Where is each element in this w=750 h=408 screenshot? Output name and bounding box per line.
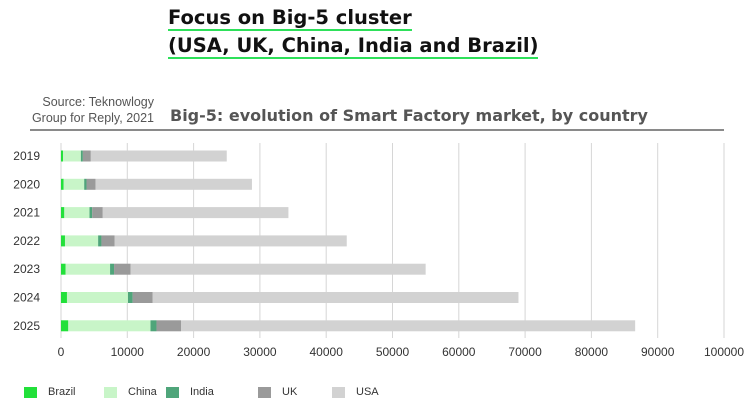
legend-label: India xyxy=(190,386,214,398)
y-category-label: 2023 xyxy=(13,262,40,276)
y-category-label: 2025 xyxy=(13,319,40,333)
legend-item-india: India xyxy=(166,386,214,398)
bar-usa-2024 xyxy=(152,292,519,303)
bar-usa-2021 xyxy=(102,207,289,219)
bar-brazil-2022 xyxy=(61,235,65,247)
bar-china-2022 xyxy=(64,235,99,247)
bar-usa-2020 xyxy=(95,178,252,190)
bar-usa-2025 xyxy=(181,320,636,332)
legend-label: USA xyxy=(356,386,379,398)
bar-uk-2021 xyxy=(92,207,103,219)
bar-uk-2024 xyxy=(132,292,153,303)
x-tick-label: 50000 xyxy=(376,345,410,359)
headline-line-2: (USA, UK, China, India and Brazil) xyxy=(168,32,539,60)
chart-title: Big-5: evolution of Smart Factory market… xyxy=(170,106,648,125)
legend-swatch xyxy=(258,386,271,398)
bar-brazil-2023 xyxy=(61,263,66,275)
y-category-label: 2022 xyxy=(13,234,40,248)
legend-item-brazil: Brazil xyxy=(24,386,76,398)
y-category-label: 2020 xyxy=(13,177,40,191)
bar-china-2020 xyxy=(63,178,85,190)
legend-item-usa: USA xyxy=(332,386,379,398)
y-category-label: 2019 xyxy=(13,149,40,163)
title-divider xyxy=(30,129,724,131)
bar-india-2019 xyxy=(80,150,83,162)
bar-india-2022 xyxy=(98,235,102,247)
headline-line-2-text: (USA, UK, China, India and Brazil) xyxy=(168,34,539,59)
legend-swatch xyxy=(24,386,37,398)
bar-india-2025 xyxy=(150,320,157,332)
headline-line-1-text: Focus on Big-5 cluster xyxy=(168,6,412,31)
bar-brazil-2019 xyxy=(61,150,63,162)
x-tick-label: 90000 xyxy=(641,345,675,359)
legend-swatch xyxy=(104,386,117,398)
source-line-1: Source: Teknowlogy xyxy=(42,95,154,109)
bar-china-2021 xyxy=(64,207,90,219)
source-line-2: Group for Reply, 2021 xyxy=(31,111,154,125)
bar-uk-2023 xyxy=(114,263,131,275)
x-tick-label: 70000 xyxy=(508,345,542,359)
bar-brazil-2025 xyxy=(61,320,69,332)
headline-line-1: Focus on Big-5 cluster xyxy=(168,4,538,32)
legend-item-uk: UK xyxy=(258,386,297,398)
y-category-label: 2021 xyxy=(13,206,40,220)
headline: Focus on Big-5 cluster (USA, UK, China, … xyxy=(168,4,539,60)
legend-label: Brazil xyxy=(48,386,76,398)
legend-label: UK xyxy=(282,386,298,398)
bar-china-2024 xyxy=(66,292,128,303)
x-tick-label: 20000 xyxy=(177,345,211,359)
x-tick-label: 100000 xyxy=(704,345,744,359)
bar-brazil-2020 xyxy=(61,178,64,190)
bar-china-2025 xyxy=(68,320,151,332)
x-tick-label: 80000 xyxy=(575,345,609,359)
legend-swatch xyxy=(166,386,179,398)
bar-uk-2019 xyxy=(82,150,91,162)
bar-usa-2023 xyxy=(130,263,426,275)
bar-india-2024 xyxy=(127,292,133,303)
legend-item-china: China xyxy=(104,386,157,398)
bar-brazil-2024 xyxy=(61,292,67,303)
bar-china-2019 xyxy=(62,150,81,162)
source-note: Source: Teknowlogy Group for Reply, 2021 xyxy=(22,94,154,126)
legend-label: China xyxy=(128,386,157,398)
x-tick-label: 0 xyxy=(58,345,65,359)
bar-usa-2022 xyxy=(114,235,347,247)
bar-india-2023 xyxy=(110,263,115,275)
legend-swatch xyxy=(332,386,345,398)
bar-uk-2022 xyxy=(101,235,115,247)
y-category-label: 2024 xyxy=(13,291,40,305)
bar-india-2020 xyxy=(84,178,87,190)
x-tick-label: 40000 xyxy=(310,345,344,359)
x-tick-label: 10000 xyxy=(111,345,145,359)
x-tick-label: 60000 xyxy=(442,345,476,359)
x-tick-label: 30000 xyxy=(243,345,277,359)
bar-uk-2025 xyxy=(156,320,182,332)
bar-usa-2019 xyxy=(90,150,227,162)
bar-brazil-2021 xyxy=(61,207,65,219)
bar-india-2021 xyxy=(89,207,93,219)
bar-china-2023 xyxy=(65,263,111,275)
bar-uk-2020 xyxy=(86,178,96,190)
